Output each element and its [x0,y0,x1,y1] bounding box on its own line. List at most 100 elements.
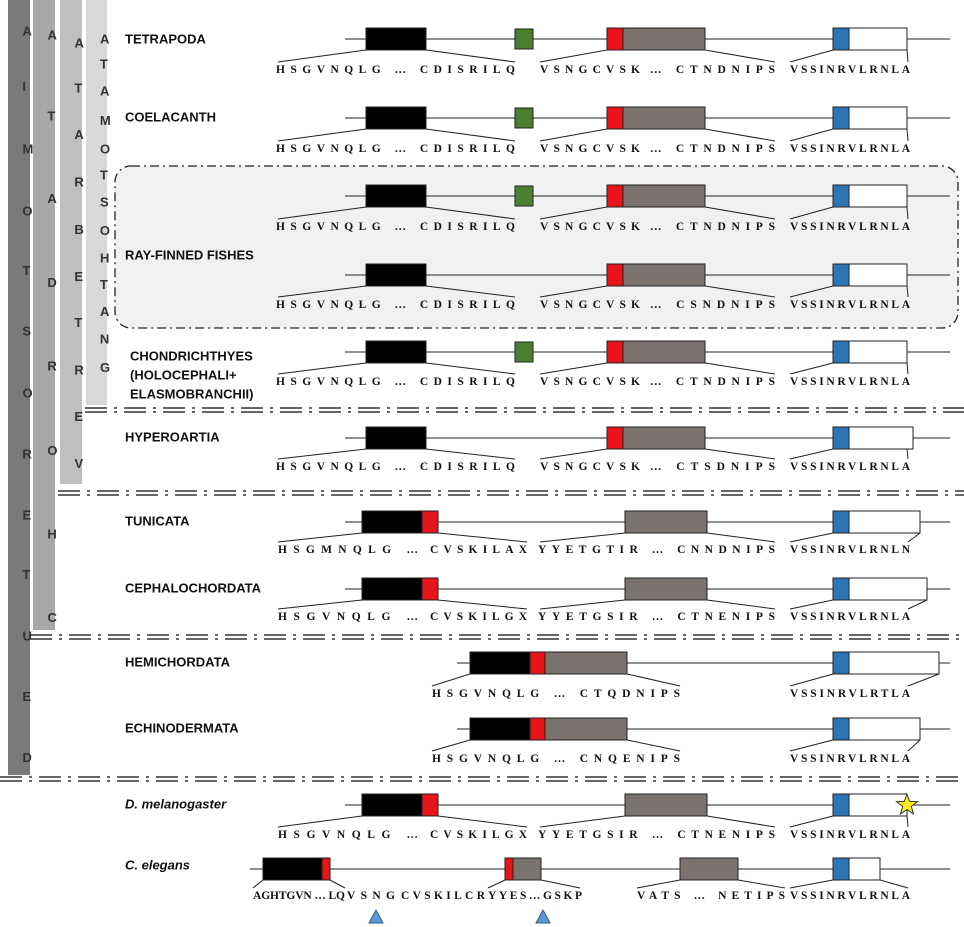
exon-connector [636,879,681,889]
exon-connector [906,815,909,828]
exon-connector [789,673,834,687]
taxon-label: HEMICHORDATA [125,654,231,669]
exon-box [848,651,940,675]
exon-box [361,510,423,534]
sequence: HSGVNQLG … CTQDNIPS [432,688,680,700]
sequence: VSSINRVLRNLA [790,221,911,233]
exon-connector [437,599,528,610]
sequence: VSSINRVLRNLN [790,544,911,556]
clade-name: DEUTEROSTOMIA [22,23,33,765]
exon-connector [539,49,608,63]
taxon-label: TETRAPODA [125,31,207,46]
exon-box [848,857,881,881]
exon-connector [789,879,834,889]
exon-box [624,510,708,534]
exon-box [512,857,542,881]
exon-connector [706,815,776,828]
exon-connector [789,206,834,220]
sequence: VSNGCVSK [540,461,640,473]
exon-box [832,510,850,534]
triangle-marker [368,908,384,924]
clade-bar [33,0,55,630]
taxon-label: CHONDRICHTHYES [130,348,253,363]
taxon-label: RAY-FINNED FISHES [125,247,254,262]
exon-box [622,263,706,287]
taxon-label: ELASMOBRANCHII) [130,386,254,401]
sequence: VSNGCVSK [540,64,640,76]
exon-box [622,27,706,51]
exon-connector [425,448,516,460]
sequence: VSSINRVLRNLA [790,753,911,765]
exon-connector [907,739,921,752]
exon-connector [907,532,921,543]
taxon-label: D. melanogaster [125,796,227,811]
exon-connector [277,599,363,610]
exon-box [848,184,908,208]
taxon-label: COELACANTH [125,109,216,124]
taxon-label: TUNICATA [125,513,190,528]
exon-connector [252,879,264,889]
exon-box [832,106,850,130]
exon-box [832,577,850,601]
exon-connector [626,673,681,687]
exon-connector [706,599,776,610]
exon-box [365,27,427,51]
sequence: HSGVNQLG … CDISRILQ [276,461,515,473]
sequence: VSNGCVSK [540,143,640,155]
exon-box [832,184,850,208]
sequence: HSGMNQLG … [278,544,418,556]
exon-connector [437,532,528,543]
sequence: CVSKILGX [430,829,528,841]
sequence: CVSKILAX [430,544,528,556]
small-exon [514,341,534,363]
exon-connector [906,49,909,63]
sequence: … CTSDNIPS [650,461,775,473]
sequence: VSSINRVLRNLA [790,890,911,902]
sequence: AGHTGVN … LQ [253,890,345,902]
sequence: CVSKILCR [401,890,486,902]
exon-connector [539,599,626,610]
exon-box [832,717,850,741]
exon-box [544,651,628,675]
exon-box [365,340,427,364]
sequence: … CTNDNIPS [650,376,775,388]
exon-box [606,27,624,51]
exon-connector [539,128,608,142]
exon-box [848,717,921,741]
exon-connector [431,673,471,687]
exon-box [469,717,531,741]
clade-name: GNATHOSTOMATA [100,31,111,375]
exon-box [606,340,624,364]
taxon-label: HYPEROARTIA [125,429,220,444]
exon-box [622,426,706,450]
exon-connector [539,206,608,220]
exon-connector [539,362,608,375]
sequence: YYETGSIR … CTNENIPS [538,829,775,841]
exon-box [321,857,331,881]
exon-box [361,793,423,817]
sequence: HSGVNQLG … CNQENIPS [432,753,680,765]
exon-connector [789,285,834,298]
sequence: HSGVNQLG … CDISRILQ [276,376,515,388]
exon-connector [879,879,909,889]
exon-connector [329,879,346,889]
exon-connector [539,815,626,828]
sequence: VSNGCVSK [540,376,640,388]
exon-box [848,577,928,601]
triangle-marker [535,908,551,924]
clade-bar [60,0,82,484]
exon-connector [906,206,909,220]
exon-connector [704,285,776,298]
taxon-label: (HOLOCEPHALI+ [130,367,237,382]
exon-connector [737,879,786,889]
sequence: VSNG [347,890,395,902]
sequence: VSSINRVLRNLA [790,143,911,155]
sequence: YYETGSIR … CTNENIPS [538,611,775,623]
exon-connector [704,448,776,460]
small-exon [514,185,534,207]
sequence: HSGVNQLG … CDISRILQ [276,64,515,76]
exon-connector [789,362,834,375]
exon-connector [907,599,928,610]
sequence: CVSKILGX [430,611,528,623]
exon-connector [706,532,776,543]
